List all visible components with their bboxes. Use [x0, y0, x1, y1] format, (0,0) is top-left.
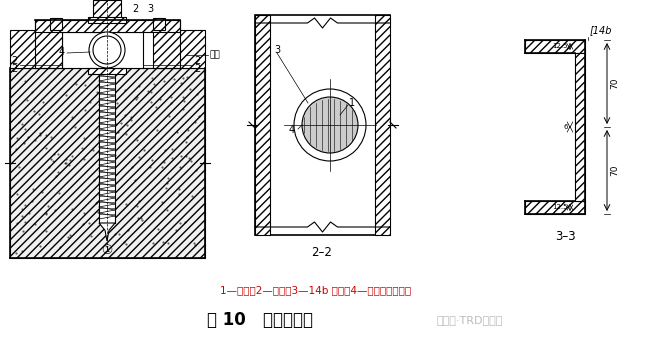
- Text: 2: 2: [132, 4, 138, 14]
- Bar: [153, 30, 205, 68]
- Text: 1—螺母；2—垫圈；3—14b 槽钢；4—螺栓孔保护环。: 1—螺母；2—垫圈；3—14b 槽钢；4—螺栓孔保护环。: [220, 285, 411, 295]
- Text: 2: 2: [11, 56, 17, 66]
- Text: 6: 6: [563, 124, 568, 130]
- Bar: [375, 15, 390, 235]
- Text: 2–2: 2–2: [312, 246, 332, 260]
- Text: 4: 4: [59, 47, 65, 57]
- Bar: [88, 17, 126, 23]
- Text: [14b: [14b: [590, 25, 612, 35]
- Text: 图 10   联系条详图: 图 10 联系条详图: [207, 311, 313, 329]
- Bar: [153, 18, 165, 30]
- Circle shape: [302, 97, 358, 153]
- Text: 12.5: 12.5: [553, 43, 568, 49]
- Text: 2: 2: [11, 64, 17, 74]
- Bar: [525, 201, 585, 214]
- Bar: [62, 32, 143, 68]
- Text: 3: 3: [274, 45, 280, 55]
- Text: 3–3: 3–3: [555, 230, 575, 242]
- Bar: [99, 74, 115, 223]
- Text: 4: 4: [289, 125, 295, 135]
- Text: 2: 2: [194, 64, 200, 74]
- Text: 2: 2: [194, 56, 200, 66]
- Text: 12.5: 12.5: [553, 204, 568, 210]
- Bar: [255, 15, 390, 235]
- Text: 70: 70: [610, 77, 619, 89]
- Bar: [88, 68, 126, 74]
- Circle shape: [89, 32, 125, 68]
- Bar: [10, 68, 205, 258]
- Circle shape: [294, 89, 366, 161]
- Polygon shape: [99, 223, 115, 241]
- Text: ①: ①: [101, 244, 113, 257]
- Bar: [255, 15, 270, 235]
- Text: 70: 70: [610, 164, 619, 176]
- Text: 1: 1: [349, 98, 355, 108]
- Bar: [525, 40, 585, 53]
- Bar: [10, 30, 62, 68]
- Bar: [50, 18, 62, 30]
- Circle shape: [93, 36, 121, 64]
- Text: 公众号·TRD工法网: 公众号·TRD工法网: [437, 315, 503, 325]
- Bar: [575, 53, 585, 201]
- Text: 3: 3: [147, 4, 153, 14]
- Bar: [35, 20, 180, 32]
- Text: 衬砌: 衬砌: [210, 51, 220, 59]
- Bar: [93, 0, 121, 18]
